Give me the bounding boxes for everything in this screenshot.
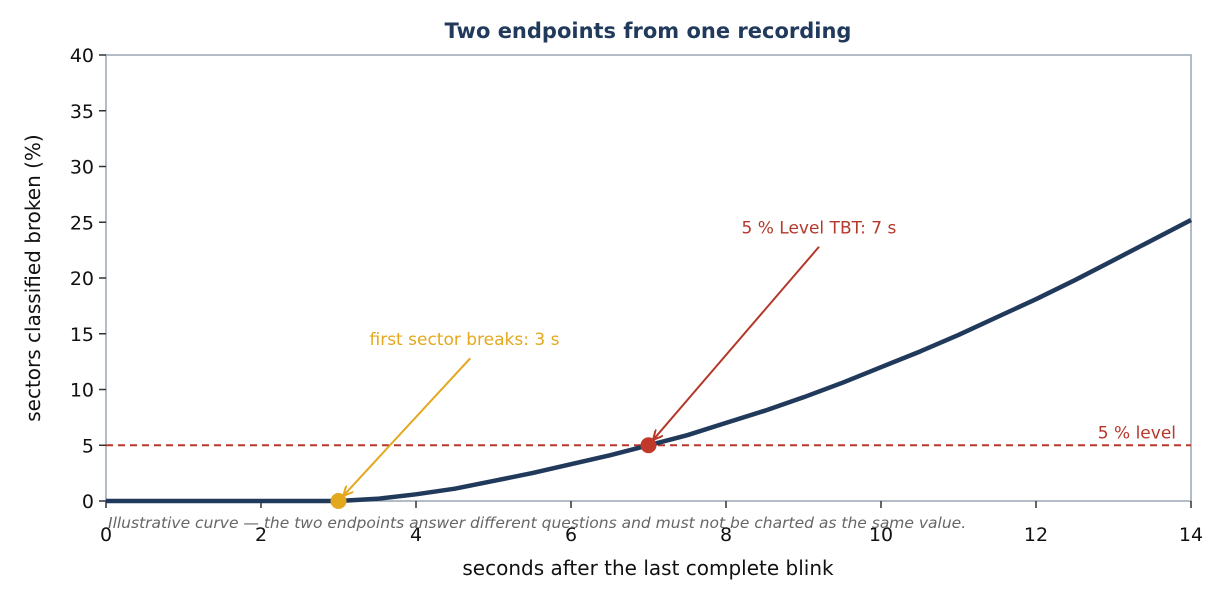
x-tick-label-10: 10 — [869, 524, 893, 546]
x-tick-label-0: 0 — [100, 524, 112, 546]
annotation-arrow-tbt — [654, 246, 820, 439]
marker-1 — [640, 437, 657, 454]
y-tick-label-0: 0 — [82, 491, 94, 513]
y-tick-label-5: 5 — [82, 435, 94, 457]
annotation-tbt: 5 % Level TBT: 7 s — [742, 218, 897, 238]
y-tick-label-35: 35 — [70, 101, 94, 123]
y-tick-label-30: 30 — [70, 157, 94, 179]
annotation-arrow-first-sector — [345, 357, 471, 494]
chart-note: Illustrative curve — the two endpoints a… — [108, 514, 966, 532]
y-axis: 0 5 10 15 20 25 30 35 40 — [70, 45, 106, 513]
chart-title: Two endpoints from one recording — [445, 19, 852, 43]
reference-line-label: 5 % level — [1098, 423, 1176, 443]
x-tick-label-4: 4 — [410, 524, 422, 546]
x-tick-label-2: 2 — [255, 524, 267, 546]
annotation-first-sector: first sector breaks: 3 s — [370, 330, 560, 350]
x-tick-label-8: 8 — [720, 524, 732, 546]
x-axis: 0 2 4 6 8 10 12 14 — [100, 501, 1203, 546]
marker-0 — [330, 493, 347, 509]
y-tick-label-15: 15 — [70, 324, 94, 346]
y-axis-label: sectors classified broken (%) — [21, 134, 45, 422]
x-tick-label-6: 6 — [565, 524, 577, 546]
x-axis-label: seconds after the last complete blink — [462, 556, 834, 580]
plot-frame — [105, 54, 1192, 502]
x-tick-label-12: 12 — [1024, 524, 1048, 546]
y-tick-label-40: 40 — [70, 45, 94, 67]
series-line — [106, 218, 1193, 504]
y-tick-label-20: 20 — [70, 268, 94, 290]
y-tick-label-25: 25 — [70, 212, 94, 234]
x-tick-label-14: 14 — [1179, 524, 1203, 546]
y-tick-label-10: 10 — [70, 380, 94, 402]
